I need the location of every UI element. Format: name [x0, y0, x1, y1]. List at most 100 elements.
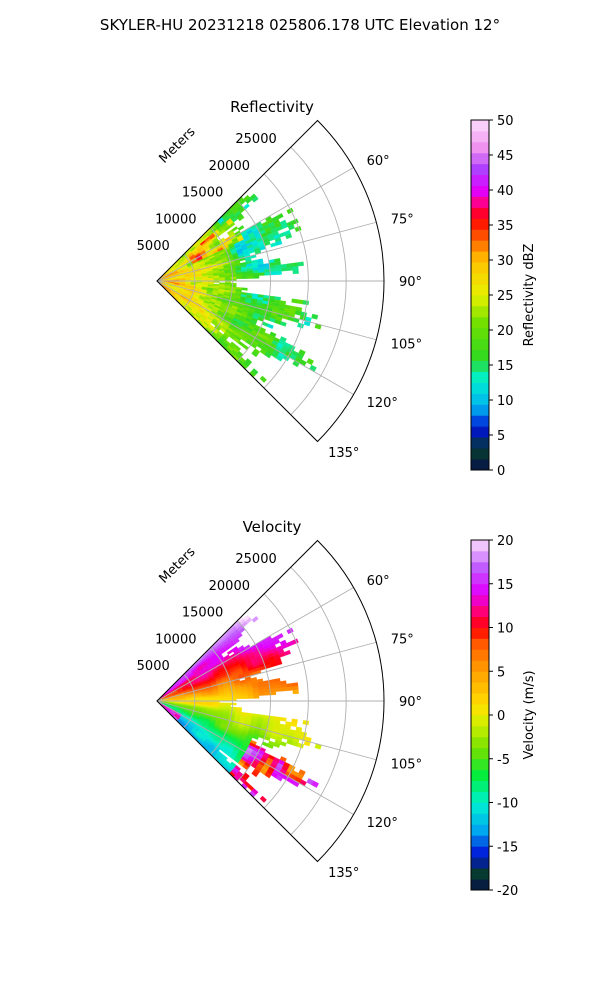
polar-frame	[156, 119, 385, 443]
radar-gate	[236, 696, 243, 700]
colorbar-segment	[471, 185, 489, 197]
radial-tick-label: 10000	[155, 212, 196, 227]
radar-gate	[252, 734, 259, 740]
colorbar-segment	[471, 649, 489, 661]
radar-gate	[285, 233, 293, 240]
radar-gate	[276, 633, 284, 640]
colorbar-segment	[471, 835, 489, 847]
radar-gate	[247, 273, 254, 277]
angle-tick-label: 75°	[391, 632, 414, 647]
colorbar-segment	[471, 130, 489, 143]
radar-gate	[258, 692, 265, 696]
colorbar-segment	[471, 196, 489, 208]
colorbar-segment	[471, 747, 489, 760]
colorbar-segment	[471, 540, 489, 552]
colorbar-segment	[471, 262, 489, 274]
colorbar-segment	[471, 638, 489, 650]
panel-title: Reflectivity	[230, 98, 314, 116]
radar-gate	[280, 717, 287, 722]
colorbar-segment	[471, 736, 489, 749]
radar-gate	[241, 696, 248, 699]
colorbar-segment	[471, 273, 489, 285]
colorbar-tick-label: 20	[497, 324, 514, 339]
colorbar-segment	[471, 174, 489, 187]
radar-gate	[251, 196, 259, 203]
colorbar-segment	[471, 813, 489, 825]
radar-gate	[297, 261, 304, 267]
colorbar-tick-label: 5	[497, 429, 505, 444]
colorbar-tick-label: 15	[497, 359, 514, 374]
colorbar-segment	[471, 316, 489, 329]
radar-gate	[292, 689, 299, 695]
radar-gate	[311, 313, 319, 320]
colorbar-segment	[471, 824, 489, 836]
colorbar-segment	[471, 229, 489, 241]
radar-gate	[258, 272, 265, 276]
radar-gate	[251, 350, 259, 358]
colorbar-segment	[471, 550, 489, 563]
colorbar-tick-label: 50	[497, 114, 514, 129]
radar-gate	[253, 695, 260, 699]
colorbar: -20 -15 -10 -5 0 5 10 15 20 Velocity (m/s)	[470, 534, 537, 899]
colorbar-segment	[471, 780, 489, 792]
colorbar-segment	[471, 207, 489, 219]
radar-gate	[253, 272, 260, 277]
radial-axis-label: Meters	[157, 544, 199, 586]
radar-gate	[264, 691, 271, 696]
angle-tick-label: 120°	[367, 396, 398, 411]
angle-tick-label: 90°	[399, 695, 422, 710]
colorbar-segment	[471, 218, 489, 230]
radar-gate	[269, 691, 277, 696]
grid-spoke	[156, 280, 377, 341]
figure-title: SKYLER-HU 20231218 025806.178 UTC Elevat…	[99, 16, 501, 34]
radar-gate	[292, 269, 299, 275]
radar-gate	[281, 687, 288, 692]
colorbar-segment	[471, 561, 489, 574]
colorbar-segment	[471, 382, 489, 394]
colorbar-segment	[471, 758, 489, 771]
radar-gate	[247, 693, 254, 697]
radar-gate	[281, 267, 288, 272]
colorbar-segment	[471, 404, 489, 416]
colorbar-segment	[471, 857, 489, 869]
colorbar-tick-label: -5	[497, 753, 510, 768]
radar-gate	[247, 695, 254, 699]
colorbar-segment	[471, 240, 489, 252]
radar-gate	[275, 271, 282, 275]
radar-gate	[259, 375, 267, 383]
colorbar-segment	[471, 802, 489, 814]
radar-gate	[253, 692, 260, 697]
colorbar-segment	[471, 594, 489, 607]
colorbar-label: Reflectivity dBZ	[522, 244, 537, 347]
radial-tick-label: 5000	[137, 239, 170, 254]
colorbar-segment	[471, 868, 489, 880]
radar-gate	[224, 696, 231, 700]
angle-tick-label: 120°	[367, 816, 398, 831]
radar-gate	[241, 276, 248, 279]
grid-spoke	[156, 167, 354, 282]
radar-gate	[264, 771, 272, 779]
radar-gate	[251, 770, 259, 778]
radial-tick-label: 5000	[137, 659, 170, 674]
angle-tick-label: 75°	[391, 212, 414, 227]
colorbar-segment	[471, 327, 489, 340]
angle-tick-label: 105°	[391, 758, 422, 773]
radar-gate	[306, 358, 314, 366]
radar-data-field	[156, 614, 322, 803]
radar-gate	[241, 287, 248, 291]
colorbar-segment	[471, 251, 489, 263]
radar-gate	[275, 267, 282, 272]
radar-gate	[275, 240, 283, 246]
colorbar-tick-label: 30	[497, 254, 514, 269]
radar-gate	[286, 686, 293, 691]
colorbar-tick-label: -20	[497, 884, 518, 899]
polar-panel-reflectivity: Reflectivity 5000 10000 15000 20000 25000 Mete…	[137, 98, 537, 479]
radial-tick-label: 25000	[235, 132, 276, 147]
colorbar-label: Velocity (m/s)	[522, 670, 537, 759]
radar-gate	[311, 780, 320, 788]
radar-gate	[283, 649, 291, 656]
colorbar-segment	[471, 879, 489, 891]
colorbar-segment	[471, 426, 489, 438]
polar-panel-velocity: Velocity 5000 10000 15000 20000 25000 Meters 60…	[137, 518, 537, 899]
radar-gate	[253, 275, 260, 279]
